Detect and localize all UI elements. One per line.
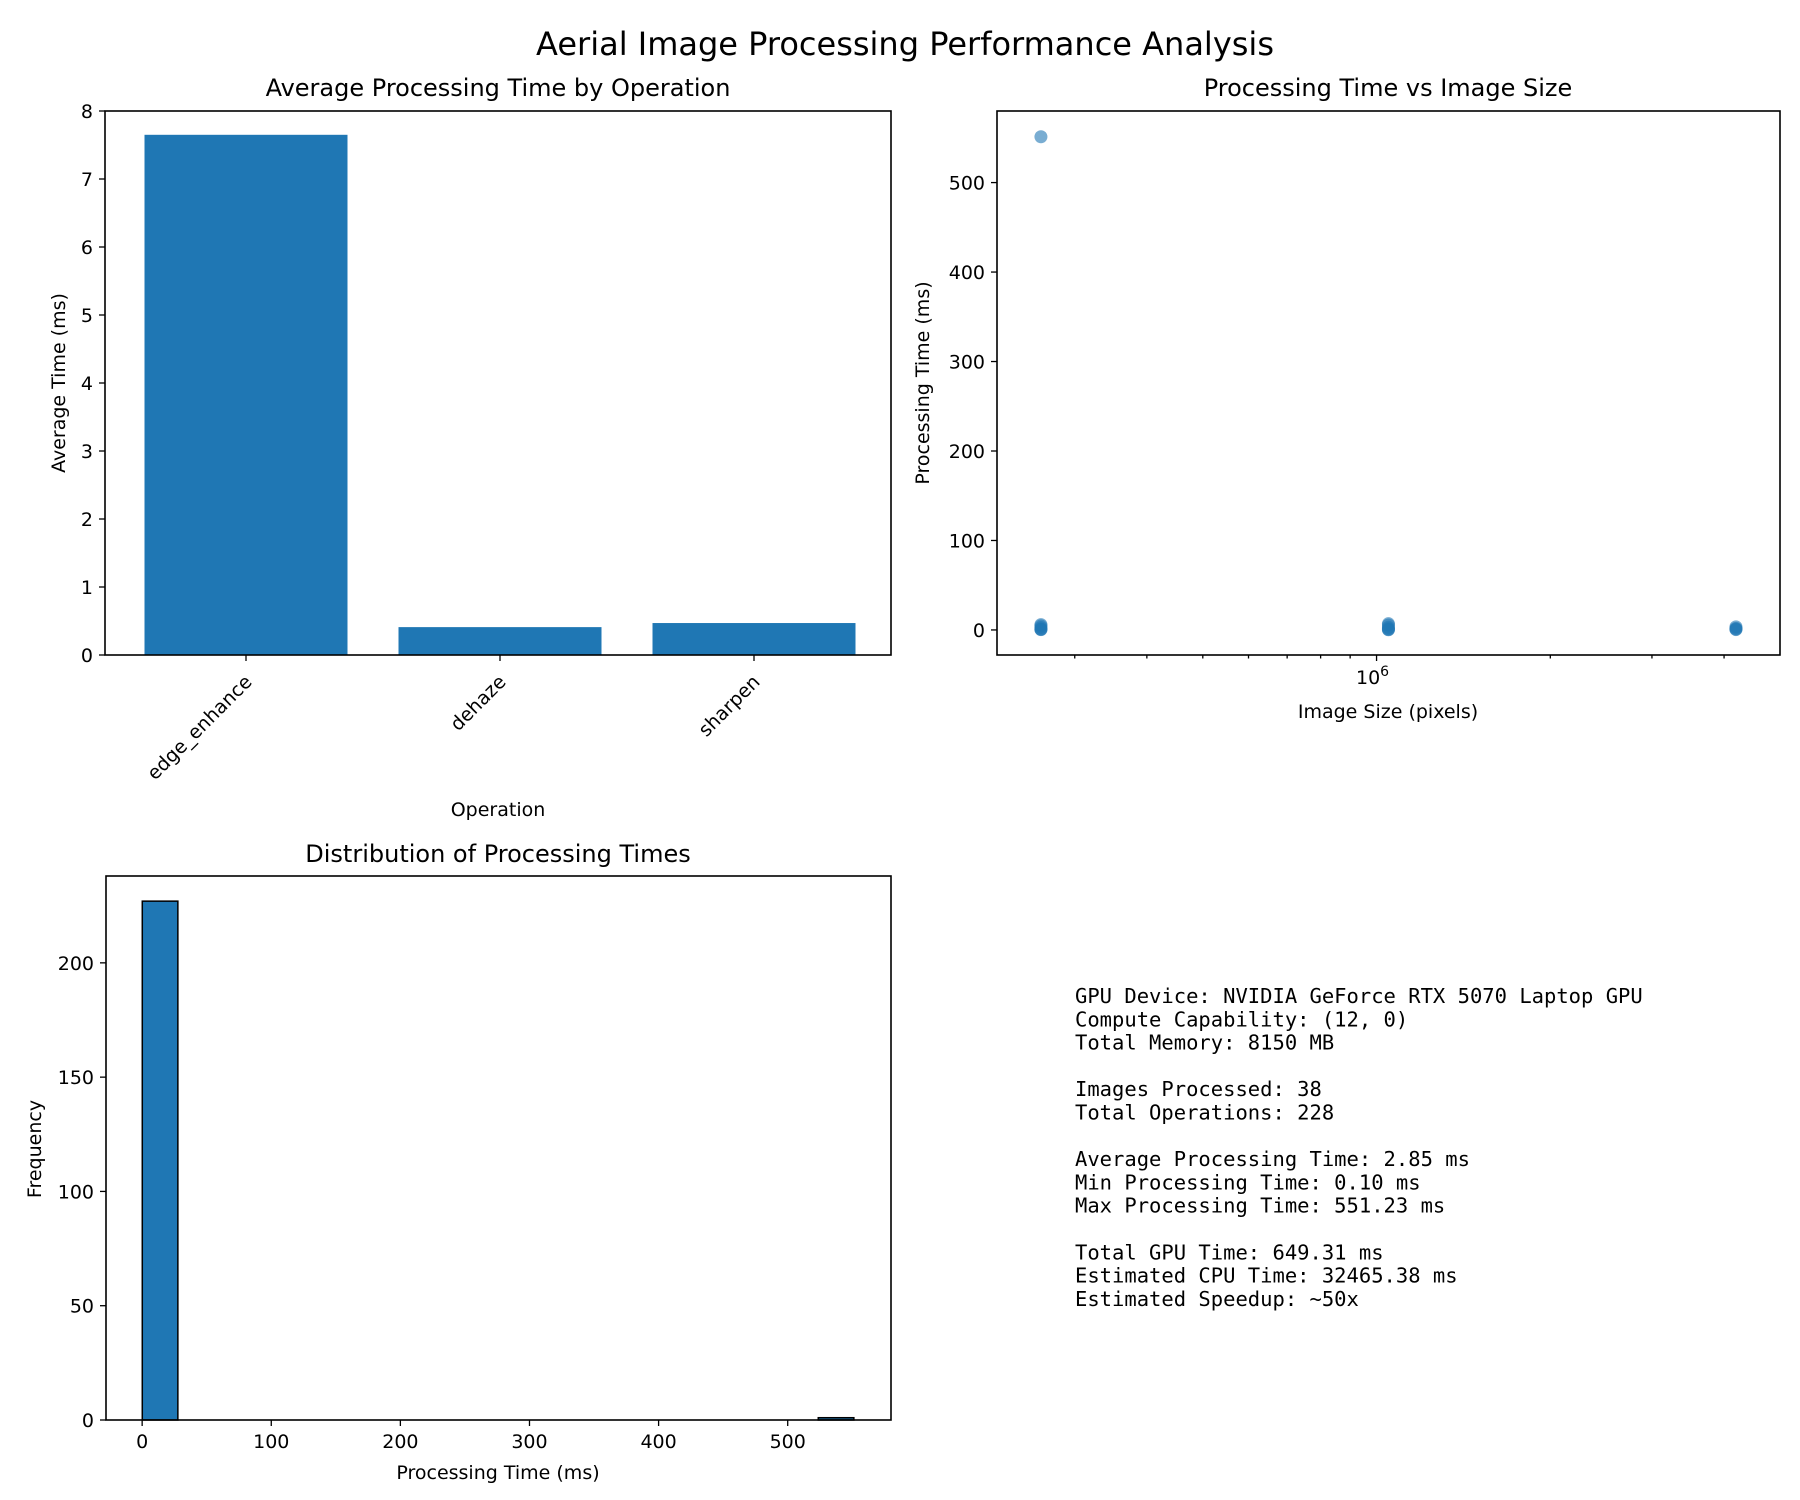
hist-y-tick-label: 150 <box>58 1067 94 1089</box>
stats-line: Estimated CPU Time: 32465.38 ms <box>1075 1264 1458 1288</box>
bar-chart-panel: Average Processing Time by Operation Ope… <box>48 74 892 821</box>
scatter-y-tick-label: 300 <box>949 352 985 374</box>
hist-x-tick-label: 100 <box>253 1431 289 1453</box>
stats-line: Max Processing Time: 551.23 ms <box>1075 1194 1445 1218</box>
hist-x-tick-label: 400 <box>640 1431 676 1453</box>
hist-y-tick-label: 0 <box>82 1410 94 1432</box>
bar-x-tick-label: edge_enhance <box>143 671 257 785</box>
bar-chart-frame <box>104 110 892 656</box>
hist-x-tick-label: 200 <box>382 1431 418 1453</box>
scatter-y-tick-label: 0 <box>973 620 985 642</box>
bar-y-tick-label: 3 <box>81 441 93 463</box>
scatter-y-tick-label: 100 <box>949 530 985 552</box>
scatter-y-tick-label: 500 <box>949 173 985 195</box>
bar-sharpen <box>652 623 856 655</box>
bar-y-tick-label: 2 <box>81 509 93 531</box>
stats-line: Compute Capability: (12, 0) <box>1075 1007 1408 1031</box>
histogram-frame <box>105 875 892 1421</box>
stats-line: Estimated Speedup: ~50x <box>1075 1287 1359 1311</box>
scatter-chart-ylabel: Processing Time (ms) <box>912 281 934 484</box>
bar-dehaze <box>398 627 602 655</box>
hist-y-tick-label: 200 <box>58 953 94 975</box>
stats-line: Total Operations: 228 <box>1075 1101 1334 1125</box>
bar-y-tick-label: 7 <box>81 169 93 191</box>
hist-x-tick-label: 300 <box>511 1431 547 1453</box>
stats-line: Min Processing Time: 0.10 ms <box>1075 1170 1421 1194</box>
hist-y-tick-label: 100 <box>58 1181 94 1203</box>
bar-y-tick-label: 4 <box>81 373 93 395</box>
bar-y-tick-label: 6 <box>81 237 93 259</box>
histogram-bin <box>141 900 179 1421</box>
hist-y-tick-label: 50 <box>70 1296 94 1318</box>
scatter-x-tick-label: 106 <box>1356 664 1389 689</box>
stats-line: Total Memory: 8150 MB <box>1075 1031 1334 1055</box>
bar-edge_enhance <box>144 134 348 656</box>
scatter-y-tick-label: 200 <box>949 441 985 463</box>
scatter-chart-xlabel: Image Size (pixels) <box>1298 701 1478 723</box>
figure-title: Aerial Image Processing Performance Anal… <box>536 25 1274 63</box>
scatter-point <box>1729 620 1743 634</box>
bar-y-tick-label: 0 <box>81 645 93 667</box>
hist-x-tick-label: 0 <box>136 1431 148 1453</box>
bar-x-tick-label: sharpen <box>694 671 764 741</box>
scatter-point <box>1381 617 1395 631</box>
scatter-chart-panel: Processing Time vs Image Size Image Size… <box>912 74 1781 723</box>
histogram-panel: Distribution of Processing Times Process… <box>24 840 892 1484</box>
histogram-xlabel: Processing Time (ms) <box>396 1462 599 1484</box>
bar-chart-xlabel: Operation <box>451 799 546 821</box>
histogram-ylabel: Frequency <box>24 1100 46 1198</box>
scatter-point <box>1034 618 1048 632</box>
histogram-title: Distribution of Processing Times <box>305 840 690 868</box>
gpu-stats-panel: GPU Device: NVIDIA GeForce RTX 5070 Lapt… <box>1075 984 1643 1311</box>
scatter-y-tick-label: 400 <box>949 262 985 284</box>
hist-x-tick-label: 500 <box>770 1431 806 1453</box>
stats-line: Images Processed: 38 <box>1075 1077 1322 1101</box>
stats-line: GPU Device: NVIDIA GeForce RTX 5070 Lapt… <box>1075 984 1643 1008</box>
scatter-chart-title: Processing Time vs Image Size <box>1204 74 1573 102</box>
scatter-chart-frame <box>996 110 1781 656</box>
bar-x-tick-label: dehaze <box>446 671 510 735</box>
stats-line: Total GPU Time: 649.31 ms <box>1075 1240 1384 1264</box>
bar-chart-title: Average Processing Time by Operation <box>266 74 731 102</box>
stats-line: Average Processing Time: 2.85 ms <box>1075 1147 1470 1171</box>
bar-y-tick-label: 1 <box>81 577 93 599</box>
bar-y-tick-label: 8 <box>81 101 93 123</box>
scatter-point <box>1034 130 1048 144</box>
bar-y-tick-label: 5 <box>81 305 93 327</box>
bar-chart-ylabel: Average Time (ms) <box>48 293 70 473</box>
